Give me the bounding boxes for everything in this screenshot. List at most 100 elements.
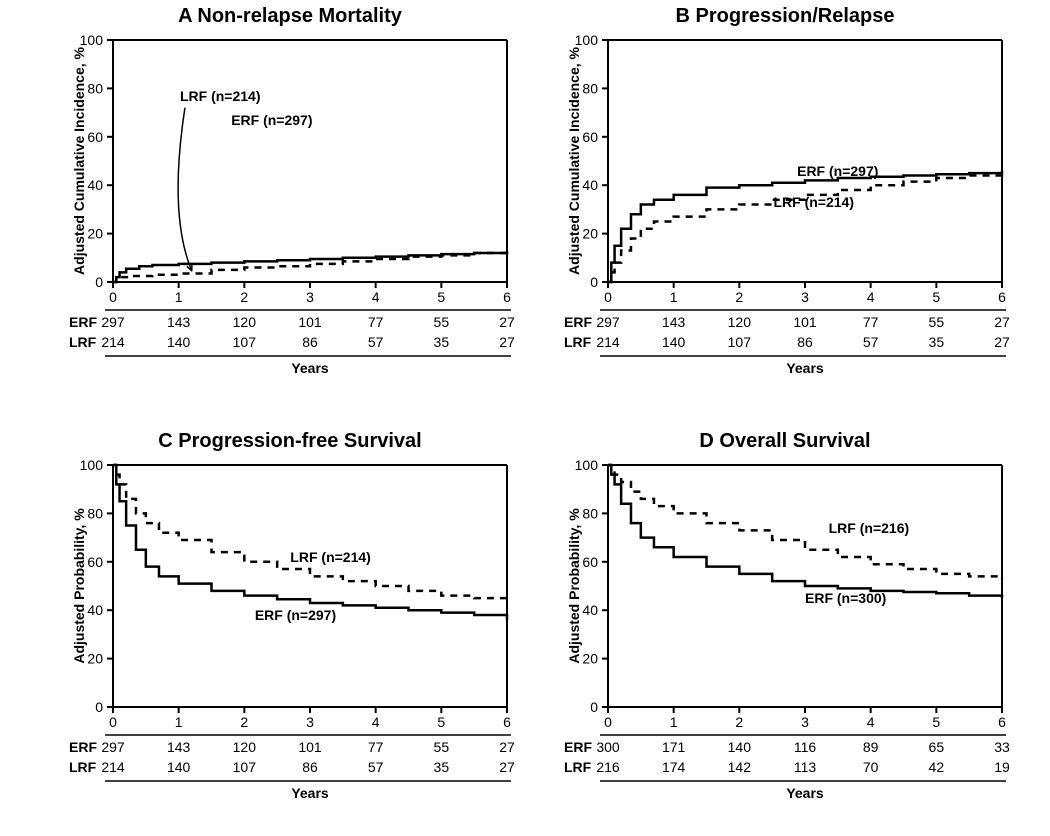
y-axis-label: Adjusted Probability, %: [71, 465, 87, 707]
svg-text:0: 0: [109, 714, 117, 730]
risk-cell: 107: [224, 759, 264, 775]
risk-cell: 86: [290, 334, 330, 350]
svg-text:80: 80: [87, 505, 103, 521]
risk-cell: 42: [916, 759, 956, 775]
risk-cell: 101: [785, 314, 825, 330]
series-label: LRF (n=214): [773, 194, 854, 210]
risk-cell: 27: [487, 759, 527, 775]
panel-D: D Overall Survival0204060801000123456LRF…: [550, 430, 1020, 825]
svg-text:0: 0: [604, 289, 612, 305]
series-ERF: [608, 465, 1002, 598]
svg-text:3: 3: [801, 289, 809, 305]
series-LRF: [608, 465, 1002, 579]
x-axis-label: Years: [113, 360, 507, 376]
risk-cell: 116: [785, 739, 825, 755]
series-LRF: [113, 465, 507, 601]
svg-text:60: 60: [582, 554, 598, 570]
y-axis-label: Adjusted Cumulative Incidence, %: [566, 40, 582, 282]
series-label: LRF (n=214): [290, 549, 371, 565]
svg-text:0: 0: [590, 274, 598, 290]
svg-text:40: 40: [582, 177, 598, 193]
svg-text:6: 6: [503, 714, 511, 730]
svg-text:4: 4: [867, 714, 875, 730]
risk-cell: 120: [224, 739, 264, 755]
risk-cell: 107: [719, 334, 759, 350]
risk-cell: 77: [356, 314, 396, 330]
svg-text:80: 80: [582, 80, 598, 96]
series-label: ERF (n=300): [805, 590, 886, 606]
risk-cell: 140: [719, 739, 759, 755]
risk-cell: 55: [421, 739, 461, 755]
svg-text:60: 60: [582, 129, 598, 145]
survival-figure: A Non-relapse Mortality02040608010001234…: [0, 0, 1050, 836]
risk-cell: 214: [588, 334, 628, 350]
risk-cell: 27: [487, 739, 527, 755]
svg-text:4: 4: [372, 714, 380, 730]
svg-text:0: 0: [109, 289, 117, 305]
risk-cell: 57: [356, 759, 396, 775]
svg-text:5: 5: [437, 289, 445, 305]
svg-text:60: 60: [87, 129, 103, 145]
risk-cell: 214: [93, 334, 133, 350]
risk-cell: 57: [356, 334, 396, 350]
risk-cell: 55: [916, 314, 956, 330]
panel-C: C Progression-free Survival0204060801000…: [55, 430, 525, 825]
risk-cell: 174: [654, 759, 694, 775]
risk-cell: 143: [159, 314, 199, 330]
risk-cell: 55: [421, 314, 461, 330]
risk-cell: 214: [93, 759, 133, 775]
risk-cell: 107: [224, 334, 264, 350]
svg-text:1: 1: [670, 714, 678, 730]
svg-text:1: 1: [175, 289, 183, 305]
risk-cell: 120: [224, 314, 264, 330]
svg-text:3: 3: [801, 714, 809, 730]
risk-cell: 86: [290, 759, 330, 775]
svg-text:20: 20: [87, 651, 103, 667]
svg-text:0: 0: [590, 699, 598, 715]
risk-cell: 297: [93, 314, 133, 330]
series-label: LRF (n=216): [829, 520, 910, 536]
x-axis-label: Years: [113, 785, 507, 801]
risk-cell: 70: [851, 759, 891, 775]
risk-cell: 27: [982, 334, 1022, 350]
risk-cell: 33: [982, 739, 1022, 755]
svg-text:4: 4: [372, 289, 380, 305]
risk-cell: 300: [588, 739, 628, 755]
risk-cell: 140: [159, 759, 199, 775]
risk-cell: 101: [290, 739, 330, 755]
svg-text:4: 4: [867, 289, 875, 305]
series-ERF: [113, 465, 507, 620]
series-label: ERF (n=297): [231, 112, 312, 128]
risk-cell: 65: [916, 739, 956, 755]
x-axis-label: Years: [608, 785, 1002, 801]
risk-cell: 27: [487, 314, 527, 330]
svg-text:6: 6: [998, 289, 1006, 305]
svg-text:40: 40: [582, 602, 598, 618]
svg-text:6: 6: [503, 289, 511, 305]
risk-cell: 35: [421, 334, 461, 350]
svg-text:2: 2: [240, 714, 248, 730]
svg-text:80: 80: [582, 505, 598, 521]
series-label: ERF (n=297): [797, 163, 878, 179]
svg-text:6: 6: [998, 714, 1006, 730]
risk-cell: 216: [588, 759, 628, 775]
risk-cell: 113: [785, 759, 825, 775]
risk-cell: 297: [588, 314, 628, 330]
series-label: ERF (n=297): [255, 607, 336, 623]
risk-cell: 143: [654, 314, 694, 330]
risk-cell: 77: [851, 314, 891, 330]
risk-cell: 142: [719, 759, 759, 775]
svg-text:0: 0: [95, 699, 103, 715]
svg-text:5: 5: [437, 714, 445, 730]
svg-text:3: 3: [306, 714, 314, 730]
svg-text:0: 0: [95, 274, 103, 290]
risk-cell: 143: [159, 739, 199, 755]
y-axis-label: Adjusted Cumulative Incidence, %: [71, 40, 87, 282]
y-axis-label: Adjusted Probability, %: [566, 465, 582, 707]
risk-cell: 19: [982, 759, 1022, 775]
risk-cell: 89: [851, 739, 891, 755]
risk-cell: 27: [982, 314, 1022, 330]
risk-cell: 297: [93, 739, 133, 755]
series-ERF: [608, 171, 1002, 282]
svg-text:40: 40: [87, 177, 103, 193]
